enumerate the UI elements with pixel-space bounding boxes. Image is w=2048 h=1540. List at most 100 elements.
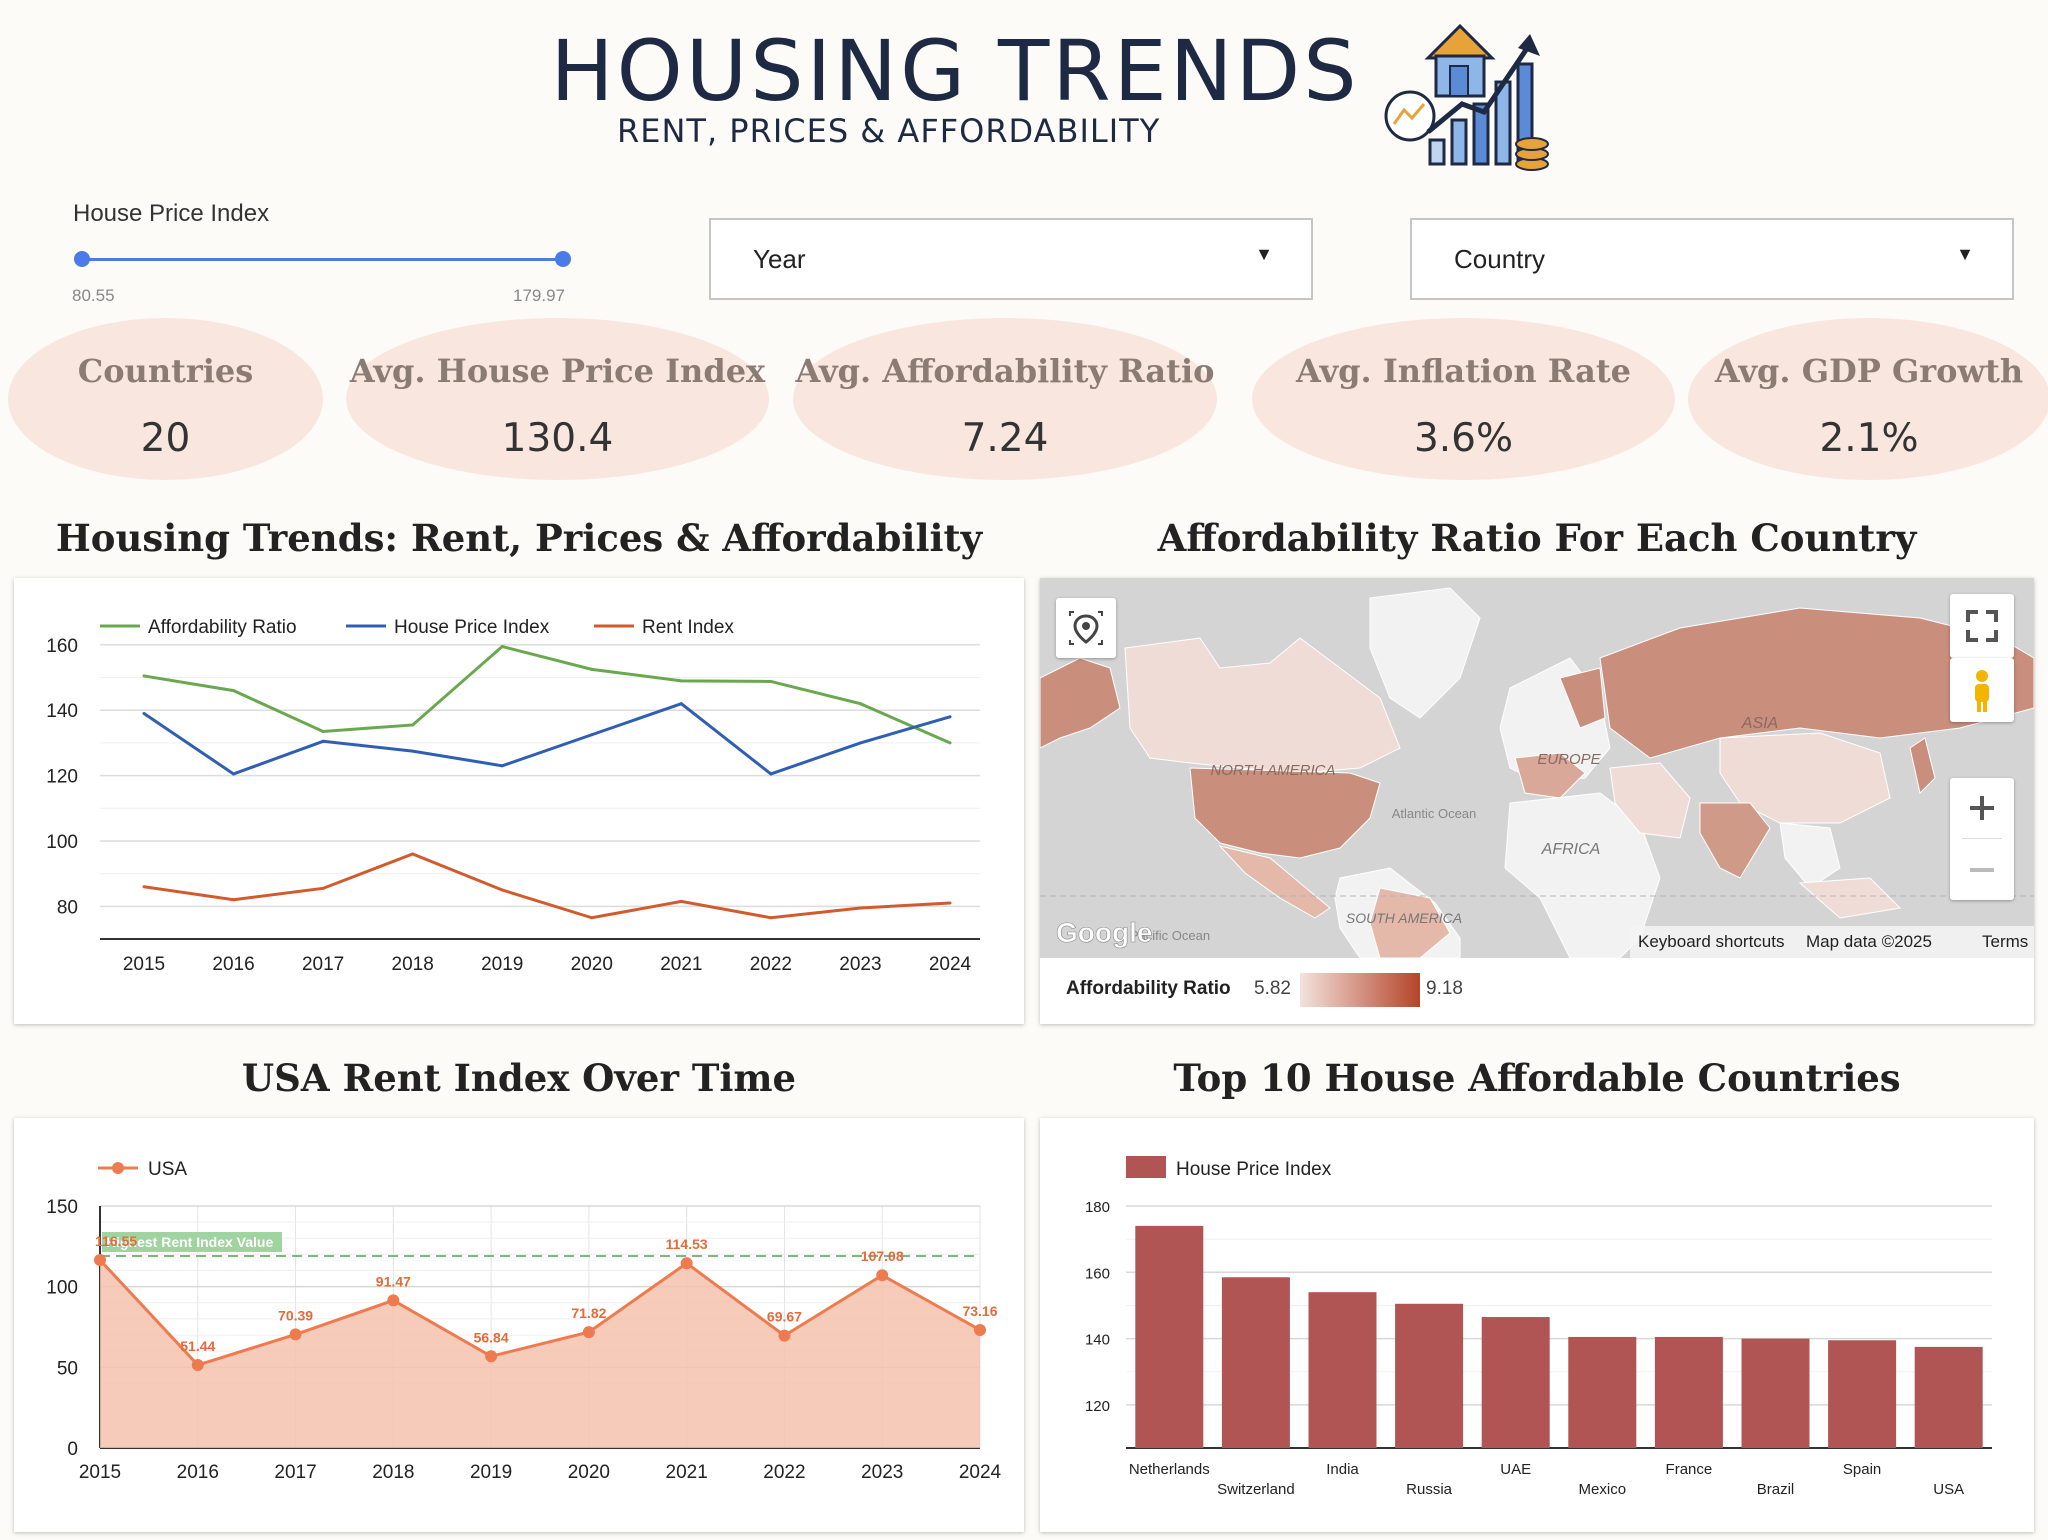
x-tick-label: USA	[1933, 1481, 1964, 1498]
data-point	[289, 1328, 302, 1341]
data-point	[876, 1269, 889, 1282]
x-tick-label: 2024	[959, 1462, 1002, 1483]
x-tick-label: 2016	[177, 1462, 219, 1483]
data-point	[858, 906, 862, 910]
data-point	[769, 772, 773, 776]
kpi-avg-affordability-ratio: Avg. Affordability Ratio 7.24	[793, 318, 1217, 480]
bar	[1568, 1336, 1637, 1448]
y-tick-label: 120	[46, 767, 78, 788]
map-label-africa: AFRICA	[1541, 841, 1601, 858]
kpi-label: Avg. GDP Growth	[1714, 352, 2024, 390]
data-point	[232, 898, 236, 902]
data-point	[321, 739, 325, 743]
x-tick-label: UAE	[1500, 1461, 1531, 1478]
data-point	[858, 741, 862, 745]
kpi-countries: Countries 20	[8, 318, 323, 480]
year-dropdown-label: Year	[753, 244, 806, 274]
year-dropdown[interactable]: Year ▼	[709, 218, 1313, 300]
location-pin-button[interactable]	[1056, 598, 1116, 658]
data-label: 56.84	[474, 1329, 509, 1345]
google-logo: Google	[1056, 917, 1152, 948]
y-tick-label: 120	[1085, 1398, 1110, 1415]
house-price-slider-track[interactable]	[82, 258, 564, 261]
data-label: 71.82	[571, 1305, 606, 1321]
x-tick-label: Switzerland	[1217, 1481, 1295, 1498]
country-dropdown[interactable]: Country ▼	[1410, 218, 2014, 300]
location-pin-icon	[1069, 611, 1103, 645]
zoom-out-button[interactable]	[1950, 840, 2014, 900]
data-point	[142, 712, 146, 716]
kpi-value: 130.4	[501, 416, 614, 461]
kpi-avg-gdp-growth: Avg. GDP Growth 2.1%	[1688, 318, 2048, 480]
world-map[interactable]: NORTH AMERICA EUROPE ASIA AFRICA SOUTH A…	[1040, 578, 2034, 958]
y-tick-label: 140	[46, 701, 78, 722]
kpi-label: Avg. Affordability Ratio	[795, 352, 1215, 390]
keyboard-shortcuts-link[interactable]: Keyboard shortcuts	[1638, 932, 1785, 951]
legend-label: Rent Index	[642, 617, 734, 638]
reference-label-bg	[102, 1232, 282, 1253]
legend-label: Affordability Ratio	[148, 617, 297, 638]
x-tick-label: Mexico	[1579, 1481, 1627, 1498]
map-label-south-america: SOUTH AMERICA	[1346, 910, 1462, 926]
x-tick-label: 2022	[763, 1462, 805, 1483]
map-card: NORTH AMERICA EUROPE ASIA AFRICA SOUTH A…	[1040, 578, 2034, 1024]
bar	[1914, 1346, 1983, 1448]
data-point	[769, 916, 773, 920]
legend-label: House Price Index	[394, 617, 550, 638]
x-tick-label: Spain	[1843, 1461, 1881, 1478]
series-line	[143, 852, 951, 920]
x-tick-label: 2019	[470, 1462, 512, 1483]
data-point	[778, 1329, 791, 1342]
kpi-value: 2.1%	[1819, 416, 1919, 461]
series-line	[98, 1258, 981, 1367]
kpi-avg-inflation-rate: Avg. Inflation Rate 3.6%	[1252, 318, 1675, 480]
data-point	[191, 1359, 204, 1372]
data-label: 114.53	[666, 1236, 708, 1252]
data-point	[500, 645, 504, 649]
usa-chart-card: 0 50 100 150 Highest Rent Index Value 116.55 5…	[14, 1118, 1024, 1532]
x-tick-label: 2021	[666, 1462, 708, 1483]
data-point	[590, 733, 594, 737]
legend-label: USA	[148, 1159, 187, 1180]
map-label-europe: EUROPE	[1537, 751, 1601, 768]
data-point	[232, 689, 236, 693]
data-label: 116.55	[95, 1233, 137, 1249]
x-tick-label: 2018	[372, 1462, 414, 1483]
y-tick-label: 160	[1085, 1265, 1110, 1282]
map-data-credit: Map data ©2025	[1806, 932, 1932, 951]
data-point	[411, 749, 415, 753]
x-tick-label: 2023	[861, 1462, 903, 1483]
x-tick-label: 2015	[123, 954, 165, 975]
data-point	[948, 741, 952, 745]
terms-link[interactable]: Terms	[1982, 932, 2029, 951]
top10-chart-title: Top 10 House Affordable Countries	[1173, 1056, 1901, 1100]
y-tick-label: 180	[1085, 1199, 1110, 1216]
usa-chart-title: USA Rent Index Over Time	[241, 1056, 797, 1100]
zoom-in-button[interactable]	[1950, 778, 2014, 838]
map-legend-gradient	[1300, 973, 1420, 1007]
y-tick-label: 100	[46, 832, 78, 853]
legend-swatch	[1126, 1156, 1166, 1178]
x-tick-label: 2023	[839, 954, 881, 975]
minus-icon	[1970, 868, 1994, 872]
map-legend-min: 5.82	[1254, 978, 1291, 999]
x-tick-label: 2015	[79, 1462, 121, 1483]
x-tick-label: Russia	[1406, 1481, 1453, 1498]
x-tick-label: 2020	[571, 954, 613, 975]
bar	[1308, 1292, 1377, 1448]
data-label: 91.47	[376, 1273, 411, 1289]
chevron-down-icon: ▼	[1956, 244, 1974, 264]
slider-min-value: 80.55	[72, 286, 115, 305]
data-point	[142, 674, 146, 678]
data-label: 107.08	[861, 1248, 904, 1264]
data-point	[232, 772, 236, 776]
fullscreen-button[interactable]	[1950, 594, 2014, 658]
data-point	[858, 702, 862, 706]
plus-icon	[1970, 796, 1994, 820]
data-label: 70.39	[278, 1307, 313, 1323]
data-point	[948, 901, 952, 905]
slider-min-handle[interactable]	[74, 251, 90, 267]
slider-max-handle[interactable]	[555, 251, 571, 267]
data-point	[590, 667, 594, 671]
street-view-button[interactable]	[1950, 658, 2014, 722]
